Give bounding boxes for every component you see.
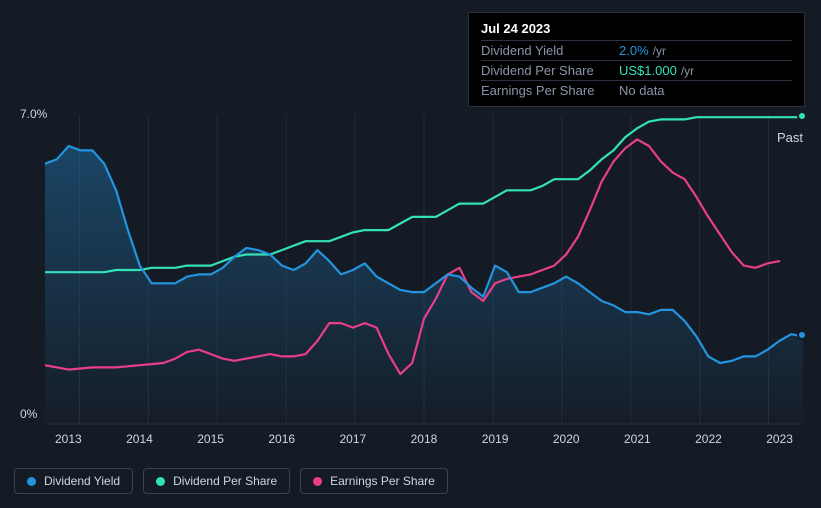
legend-item-earnings-per-share[interactable]: Earnings Per Share [300, 468, 448, 494]
x-tick-label: 2021 [624, 432, 651, 446]
tooltip-label: Earnings Per Share [481, 83, 619, 98]
legend-label: Dividend Yield [44, 474, 120, 488]
x-tick-label: 2014 [126, 432, 153, 446]
tooltip-label: Dividend Per Share [481, 63, 619, 78]
line-chart-svg [45, 115, 803, 425]
tooltip-value: US$1.000 [619, 63, 677, 78]
legend-label: Earnings Per Share [330, 474, 435, 488]
x-tick-label: 2017 [340, 432, 367, 446]
legend-item-dividend-yield[interactable]: Dividend Yield [14, 468, 133, 494]
x-tick-label: 2016 [268, 432, 295, 446]
x-tick-label: 2019 [482, 432, 509, 446]
y-axis-min: 0% [20, 407, 37, 421]
x-tick-label: 2015 [197, 432, 224, 446]
x-tick-label: 2020 [553, 432, 580, 446]
tooltip-label: Dividend Yield [481, 43, 619, 58]
x-tick-label: 2022 [695, 432, 722, 446]
swatch-icon [156, 477, 165, 486]
past-label: Past [777, 130, 803, 145]
dividend-per-share-end-marker [797, 111, 807, 121]
x-tick-label: 2018 [411, 432, 438, 446]
tooltip-row-eps: Earnings Per Share No data [481, 80, 792, 100]
tooltip-value: No data [619, 83, 665, 98]
tooltip-suffix: /yr [681, 64, 694, 78]
legend-item-dividend-per-share[interactable]: Dividend Per Share [143, 468, 290, 494]
tooltip-value: 2.0% [619, 43, 649, 58]
tooltip-date: Jul 24 2023 [481, 21, 792, 40]
x-tick-label: 2013 [55, 432, 82, 446]
swatch-icon [313, 477, 322, 486]
chart-legend: Dividend Yield Dividend Per Share Earnin… [14, 468, 448, 494]
chart-tooltip: Jul 24 2023 Dividend Yield 2.0% /yr Divi… [468, 12, 805, 107]
tooltip-row-dps: Dividend Per Share US$1.000 /yr [481, 60, 792, 80]
x-axis-labels: 2013 2014 2015 2016 2017 2018 2019 2020 2021 2022… [45, 432, 803, 446]
tooltip-suffix: /yr [653, 44, 666, 58]
legend-label: Dividend Per Share [173, 474, 277, 488]
y-axis-max: 7.0% [20, 107, 47, 121]
x-tick-label: 2023 [766, 432, 793, 446]
swatch-icon [27, 477, 36, 486]
dividend-yield-end-marker [797, 330, 807, 340]
tooltip-row-yield: Dividend Yield 2.0% /yr [481, 40, 792, 60]
